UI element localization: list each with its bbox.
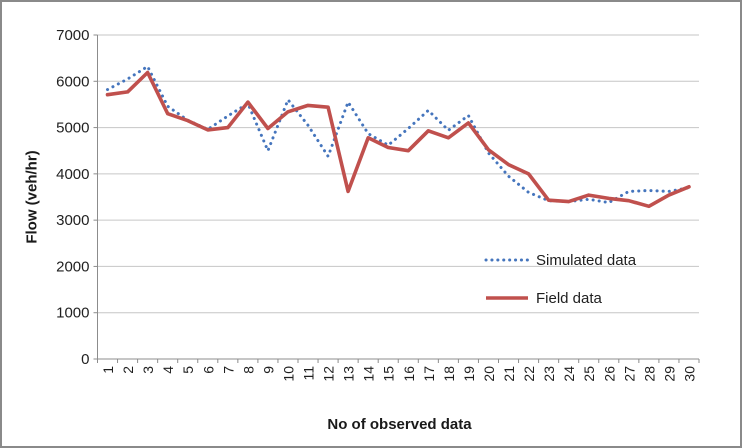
svg-text:22: 22 (521, 366, 537, 382)
svg-text:11: 11 (301, 366, 317, 381)
svg-text:6000: 6000 (56, 73, 89, 90)
svg-text:2000: 2000 (56, 258, 89, 275)
svg-text:14: 14 (361, 366, 377, 382)
svg-text:17: 17 (421, 366, 437, 382)
legend-label-field: Field data (536, 289, 602, 307)
svg-text:24: 24 (561, 366, 577, 382)
dotted-line-swatch (484, 258, 530, 262)
svg-text:3000: 3000 (56, 212, 89, 229)
svg-text:6: 6 (200, 366, 216, 374)
svg-text:0: 0 (81, 351, 89, 368)
svg-text:19: 19 (461, 366, 477, 382)
svg-text:29: 29 (661, 366, 677, 382)
svg-text:21: 21 (501, 366, 517, 382)
svg-text:9: 9 (260, 366, 276, 374)
svg-text:12: 12 (321, 366, 337, 382)
svg-text:16: 16 (401, 366, 417, 382)
legend-item-field: Field data (484, 289, 602, 307)
svg-text:5: 5 (180, 366, 196, 374)
svg-text:10: 10 (281, 366, 297, 382)
svg-text:1000: 1000 (56, 305, 89, 322)
svg-text:23: 23 (541, 366, 557, 382)
y-axis-title: Flow (veh/hr) (23, 150, 41, 244)
svg-text:3: 3 (140, 366, 156, 374)
svg-text:20: 20 (481, 366, 497, 382)
svg-text:30: 30 (682, 366, 698, 382)
legend-label-simulated: Simulated data (536, 251, 637, 269)
svg-text:1: 1 (100, 366, 116, 374)
svg-text:4: 4 (160, 366, 176, 374)
svg-text:5000: 5000 (56, 120, 89, 137)
svg-text:27: 27 (621, 366, 637, 382)
svg-text:13: 13 (341, 366, 357, 382)
svg-text:26: 26 (601, 366, 617, 382)
svg-text:8: 8 (240, 366, 256, 374)
svg-text:4000: 4000 (56, 166, 89, 183)
legend-item-simulated: Simulated data (484, 251, 636, 269)
solid-line-swatch (486, 296, 528, 300)
svg-text:2: 2 (120, 366, 136, 374)
svg-text:7: 7 (220, 366, 236, 374)
x-axis-title: No of observed data (327, 416, 472, 433)
svg-text:28: 28 (641, 366, 657, 382)
svg-text:25: 25 (581, 366, 597, 382)
svg-text:18: 18 (441, 366, 457, 382)
svg-text:15: 15 (381, 366, 397, 382)
svg-text:7000: 7000 (56, 27, 89, 44)
